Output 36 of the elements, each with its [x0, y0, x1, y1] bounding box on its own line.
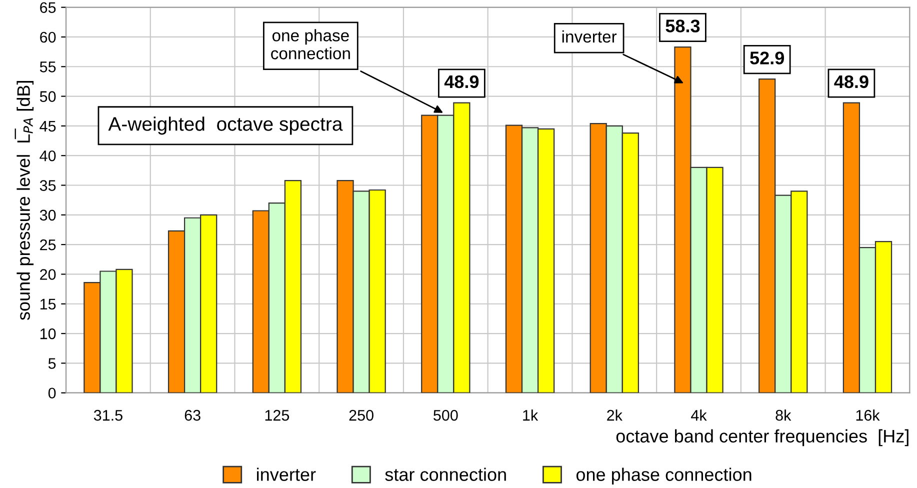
data-label: 52.9: [750, 52, 784, 64]
y-tick-label: 30: [40, 210, 56, 221]
data-label: 48.9: [444, 75, 479, 88]
annotation: A-weighted octave spectra: [108, 116, 343, 135]
x-tick-label: 250: [349, 410, 374, 421]
y-tick-label: 55: [40, 62, 56, 72]
y-tick-label: 40: [40, 150, 56, 162]
annotation: inverter: [562, 30, 617, 43]
x-tick-label: 63: [184, 410, 200, 421]
x-tick-label: 8k: [776, 410, 792, 421]
y-tick-label: 25: [40, 239, 56, 250]
y-tick-label: 5: [48, 358, 56, 369]
y-tick-label: 45: [40, 120, 56, 132]
y-tick-label: 65: [40, 2, 56, 14]
x-tick-label: 2k: [607, 410, 622, 421]
y-tick-label: 50: [40, 91, 56, 102]
y-tick-label: 15: [40, 298, 56, 310]
y-tick-label: 35: [40, 180, 56, 191]
x-tick-label: 1k: [523, 410, 538, 421]
annotation: one phase connection: [271, 29, 350, 60]
y-tick-label: 10: [40, 328, 56, 340]
x-tick-label: 500: [434, 410, 458, 421]
data-label: 58.3: [666, 20, 700, 32]
data-label: 48.9: [834, 75, 868, 88]
x-tick-label: 4k: [691, 410, 707, 421]
x-tick-label: 31.5: [94, 410, 122, 421]
x-tick-label: 125: [265, 410, 290, 421]
y-tick-label: 20: [40, 269, 56, 280]
legend-label: inverter: [257, 468, 316, 481]
x-tick-label: 16k: [856, 410, 880, 421]
y-tick-label: 0: [48, 388, 56, 399]
y-axis-title: sound pressure level L̅$_{PA}$ [dB]: [14, 81, 34, 320]
legend-label: star connection: [385, 468, 506, 481]
legend-label: one phase connection: [576, 468, 752, 485]
x-axis-title: octave band center frequencies [Hz]: [616, 429, 908, 446]
y-tick-label: 60: [40, 32, 56, 43]
